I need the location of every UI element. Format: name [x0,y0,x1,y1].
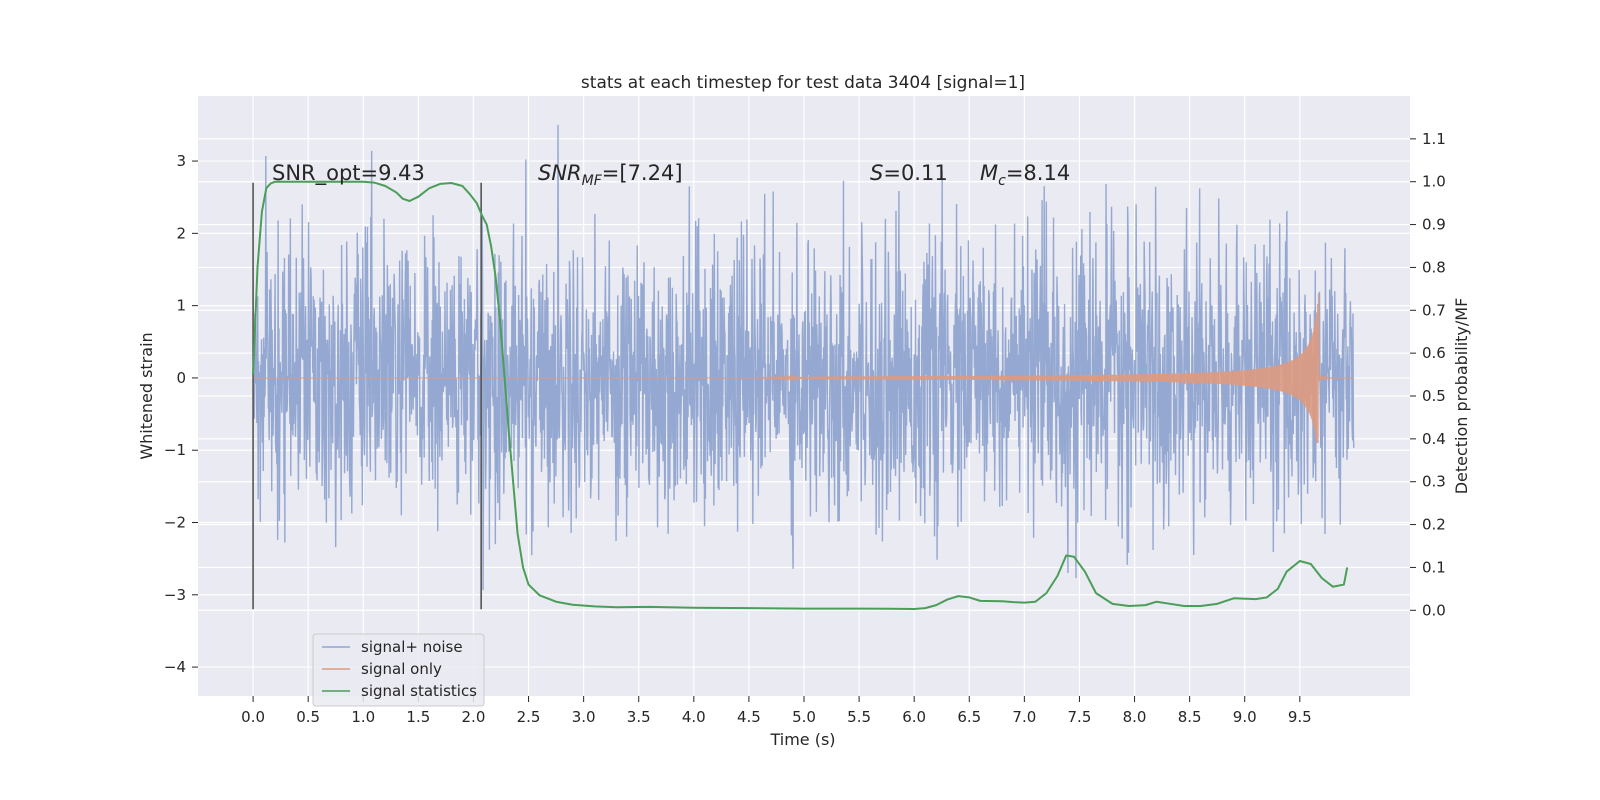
x-tick-label-4: 2.0 [462,708,486,726]
y2-tick-label-7: 0.7 [1422,301,1446,319]
y2-tick-label-3: 0.3 [1422,473,1446,491]
s-label: S [870,161,883,185]
series-signal-only [253,293,1354,443]
x-tick-label-3: 1.5 [406,708,430,726]
y2-tick-label-6: 0.6 [1422,344,1446,362]
x-axis-label: Time (s) [769,730,835,749]
x-tick-label-14: 7.0 [1012,708,1036,726]
annotation-snr-opt: SNR_opt=9.43 [272,161,425,186]
annotation-mc: Mc=8.14 [980,161,1070,189]
line-signal-only [253,293,1354,443]
y2-axis-label: Detection probability/MF [1452,298,1471,495]
vertical-marker-lines [252,182,482,610]
x-tick-label-5: 2.5 [517,708,541,726]
y2-tick-label-5: 0.5 [1422,387,1446,405]
x-tick-label-1: 0.5 [296,708,320,726]
series-signal-plus-noise [252,124,1355,591]
x-tick-label-19: 9.5 [1288,708,1312,726]
y-axis-label: Whitened strain [137,332,156,459]
snr-mf-subscript: MF [582,173,603,189]
y2-axis-ticks: 0.0 0.1 0.2 0.3 0.4 0.5 0.6 0.7 0.8 0.9 1.0 1.1 [1410,130,1446,619]
snr-mf-value: =[7.24] [602,161,683,185]
x-tick-label-16: 8.0 [1123,708,1147,726]
x-tick-label-13: 6.5 [957,708,981,726]
y-tick-label-7: 3 [176,152,186,170]
mc-value: =8.14 [1006,161,1070,185]
mc-subscript: c [998,173,1006,189]
y2-tick-label-1: 0.1 [1422,558,1446,576]
y-tick-label-6: 2 [176,224,186,242]
y2-tick-label-9: 0.9 [1422,216,1446,234]
y-tick-label-5: 1 [176,297,186,315]
y2-tick-label-2: 0.2 [1422,516,1446,534]
chart-title: stats at each timestep for test data 340… [581,73,1025,93]
s-value: =0.11 [883,161,947,185]
x-tick-label-12: 6.0 [902,708,926,726]
mc-label: M [980,161,998,185]
y2-tick-label-10: 1.0 [1422,173,1446,191]
x-tick-label-10: 5.0 [792,708,816,726]
y2-tick-label-8: 0.8 [1422,258,1446,276]
y-tick-label-3: −1 [164,441,186,459]
y-tick-label-4: 0 [176,369,186,387]
y-axis-ticks: −4 −3 −2 −1 0 1 2 3 [164,152,198,676]
legend: signal+ noise signal only signal statist… [312,633,485,707]
x-axis-ticks: 0.0 0.5 1.0 1.5 2.0 2.5 3.0 3.5 4.0 4.5 5.0 5.5 6.0 6… [241,696,1312,726]
snr-mf-label: SNR [538,161,582,185]
x-tick-label-15: 7.5 [1068,708,1092,726]
y2-tick-label-0: 0.0 [1422,601,1446,619]
legend-label-signal-statistics: signal statistics [361,682,477,700]
line-signal-plus-noise [252,124,1355,591]
x-tick-label-11: 5.5 [847,708,871,726]
legend-box [312,633,485,707]
series-signal-statistics [252,180,1349,610]
y-tick-label-0: −4 [164,658,186,676]
x-tick-label-18: 9.0 [1233,708,1257,726]
legend-label-signal-plus-noise: signal+ noise [361,638,463,656]
x-tick-label-2: 1.0 [351,708,375,726]
legend-label-signal-only: signal only [361,660,442,678]
y2-tick-label-11: 1.1 [1422,130,1446,148]
annotation-snr-mf: SNRMF=[7.24] [538,161,683,189]
x-tick-label-8: 4.0 [682,708,706,726]
x-tick-label-0: 0.0 [241,708,265,726]
x-tick-label-17: 8.5 [1178,708,1202,726]
x-tick-label-9: 4.5 [737,708,761,726]
x-tick-label-7: 3.5 [627,708,651,726]
line-signal-statistics [252,180,1349,610]
y2-tick-label-4: 0.4 [1422,430,1446,448]
x-tick-label-6: 3.0 [572,708,596,726]
y-tick-label-2: −2 [164,514,186,532]
annotation-s: S=0.11 [870,161,948,185]
y-tick-label-1: −3 [164,586,186,604]
